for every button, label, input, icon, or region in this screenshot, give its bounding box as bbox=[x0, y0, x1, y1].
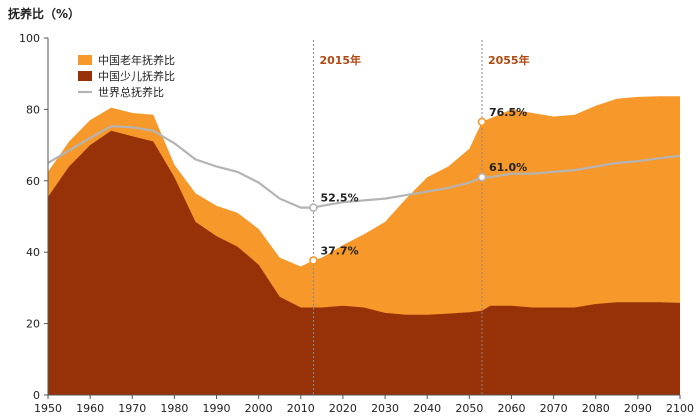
y-tick-label: 40 bbox=[26, 246, 40, 259]
x-tick-label: 1950 bbox=[34, 402, 62, 415]
x-tick-label: 2080 bbox=[582, 402, 610, 415]
y-tick-label: 60 bbox=[26, 175, 40, 188]
data-point-marker bbox=[477, 117, 487, 127]
y-tick-label: 100 bbox=[19, 32, 40, 45]
x-tick-label: 2040 bbox=[413, 402, 441, 415]
y-tick-label: 20 bbox=[26, 318, 40, 331]
data-point-marker bbox=[309, 256, 318, 265]
data-point-marker bbox=[477, 172, 487, 182]
series-area-children bbox=[48, 130, 680, 396]
legend-swatch bbox=[78, 55, 92, 65]
x-tick-label: 2050 bbox=[455, 402, 483, 415]
annotation-year-label: 2055年 bbox=[488, 53, 530, 67]
legend-swatch bbox=[78, 71, 92, 81]
data-point-label: 61.0% bbox=[489, 161, 527, 174]
x-tick-label: 1990 bbox=[203, 402, 231, 415]
x-tick-label: 2010 bbox=[287, 402, 315, 415]
data-point-label: 52.5% bbox=[320, 192, 358, 205]
x-tick-label: 2070 bbox=[540, 402, 568, 415]
legend-label: 中国少儿抚养比 bbox=[98, 69, 175, 83]
legend-label: 中国老年抚养比 bbox=[98, 53, 175, 67]
x-tick-label: 2100 bbox=[666, 402, 694, 415]
x-tick-label: 2000 bbox=[245, 402, 273, 415]
y-tick-label: 80 bbox=[26, 103, 40, 116]
x-tick-label: 2090 bbox=[624, 402, 652, 415]
y-tick-label: 0 bbox=[33, 389, 40, 402]
series-line-world bbox=[47, 125, 681, 209]
legend-label: 世界总抚养比 bbox=[98, 85, 164, 99]
x-tick-label: 2020 bbox=[329, 402, 357, 415]
y-axis-label: 抚养比（%） bbox=[8, 6, 80, 21]
annotation-year-label: 2015年 bbox=[319, 53, 361, 67]
x-tick-label: 2060 bbox=[497, 402, 525, 415]
x-tick-label: 1960 bbox=[76, 402, 104, 415]
data-point-marker bbox=[309, 203, 318, 212]
x-tick-label: 1980 bbox=[160, 402, 188, 415]
x-tick-label: 1970 bbox=[118, 402, 146, 415]
data-point-label: 76.5% bbox=[489, 106, 527, 119]
x-tick-label: 2030 bbox=[371, 402, 399, 415]
data-point-label: 37.7% bbox=[320, 244, 358, 257]
